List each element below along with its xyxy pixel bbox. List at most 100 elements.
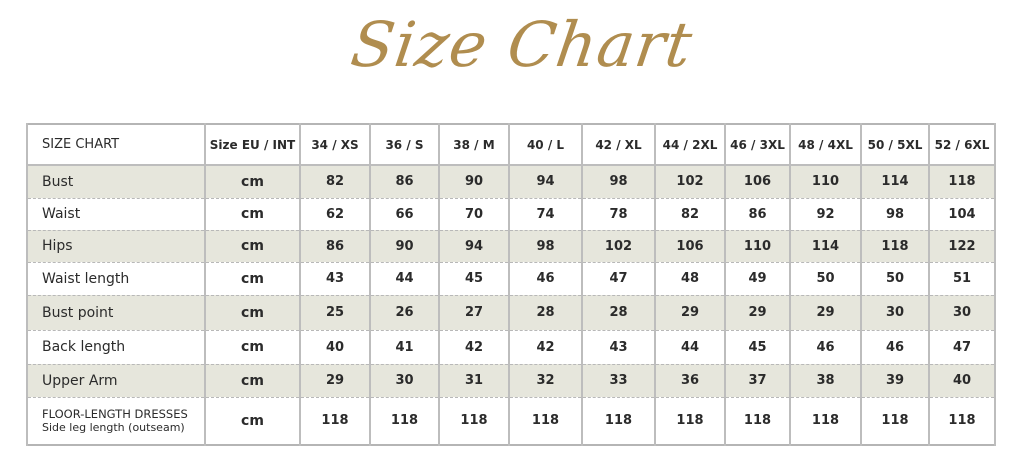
table-cell: 29 <box>654 295 726 331</box>
table-cell: 102 <box>581 230 656 263</box>
table-cell: 106 <box>654 230 726 263</box>
table-row: Waist length cm 43 44 45 46 47 48 49 50 50 51 <box>26 262 996 296</box>
table-row: Upper Arm cm 29 30 31 32 33 36 37 38 39 40 <box>26 364 996 398</box>
header-size: 38 / M <box>438 124 510 166</box>
table-cell: 44 <box>654 330 726 365</box>
table-cell: 45 <box>438 262 510 296</box>
table-cell: 51 <box>928 262 996 296</box>
table-cell: 46 <box>860 330 930 365</box>
table-cell: 30 <box>928 295 996 331</box>
table-cell: 118 <box>369 397 440 445</box>
table-cell: 114 <box>860 165 930 199</box>
header-label: SIZE CHART <box>26 124 206 166</box>
row-unit: cm <box>204 262 301 296</box>
table-cell: 39 <box>860 364 930 398</box>
table-cell: 118 <box>928 165 996 199</box>
row-label: Back length <box>26 330 206 365</box>
size-chart-table: SIZE CHART Size EU / INT 34 / XS 36 / S 38 /… <box>26 123 996 446</box>
table-cell: 44 <box>369 262 440 296</box>
header-size: 48 / 4XL <box>789 124 862 166</box>
table-row: FLOOR-LENGTH DRESSES Side leg length (out… <box>26 397 996 445</box>
row-label: Waist length <box>26 262 206 296</box>
table-cell: 33 <box>581 364 656 398</box>
table-cell: 70 <box>438 198 510 231</box>
table-cell: 29 <box>299 364 371 398</box>
row-label: Bust point <box>26 295 206 331</box>
table-cell: 106 <box>724 165 791 199</box>
table-row: Hips cm 86 90 94 98 102 106 110 114 118 122 <box>26 230 996 263</box>
table-cell: 122 <box>928 230 996 263</box>
row-label: Waist <box>26 198 206 231</box>
table-cell: 27 <box>438 295 510 331</box>
table-cell: 90 <box>438 165 510 199</box>
table-cell: 36 <box>654 364 726 398</box>
table-cell: 86 <box>369 165 440 199</box>
table-cell: 40 <box>928 364 996 398</box>
table-cell: 118 <box>724 397 791 445</box>
table-cell: 38 <box>789 364 862 398</box>
table-cell: 48 <box>654 262 726 296</box>
table-cell: 94 <box>508 165 583 199</box>
table-cell: 102 <box>654 165 726 199</box>
row-label-main: FLOOR-LENGTH DRESSES <box>42 407 188 421</box>
table-cell: 94 <box>438 230 510 263</box>
table-cell: 118 <box>860 397 930 445</box>
table-cell: 92 <box>789 198 862 231</box>
table-cell: 37 <box>724 364 791 398</box>
header-row: SIZE CHART Size EU / INT 34 / XS 36 / S 38 /… <box>26 124 996 166</box>
table-cell: 118 <box>928 397 996 445</box>
header-unit: Size EU / INT <box>204 124 301 166</box>
table-cell: 66 <box>369 198 440 231</box>
table-cell: 43 <box>299 262 371 296</box>
table-cell: 42 <box>508 330 583 365</box>
table-cell: 98 <box>508 230 583 263</box>
table-cell: 90 <box>369 230 440 263</box>
table-cell: 29 <box>789 295 862 331</box>
header-size: 44 / 2XL <box>654 124 726 166</box>
row-unit: cm <box>204 165 301 199</box>
table-row: Waist cm 62 66 70 74 78 82 86 92 98 104 <box>26 198 996 231</box>
row-label: Upper Arm <box>26 364 206 398</box>
table-row: Bust point cm 25 26 27 28 28 29 29 29 30 30 <box>26 295 996 331</box>
table-cell: 47 <box>581 262 656 296</box>
table-cell: 118 <box>654 397 726 445</box>
table-cell: 50 <box>789 262 862 296</box>
table-cell: 42 <box>438 330 510 365</box>
header-size: 46 / 3XL <box>724 124 791 166</box>
table-row: Bust cm 82 86 90 94 98 102 106 110 114 118 <box>26 165 996 199</box>
table-cell: 98 <box>860 198 930 231</box>
table-cell: 31 <box>438 364 510 398</box>
table-cell: 110 <box>789 165 862 199</box>
row-unit: cm <box>204 330 301 365</box>
table-cell: 49 <box>724 262 791 296</box>
table-cell: 29 <box>724 295 791 331</box>
header-size: 36 / S <box>369 124 440 166</box>
table-cell: 43 <box>581 330 656 365</box>
table-cell: 104 <box>928 198 996 231</box>
table-cell: 28 <box>581 295 656 331</box>
table-cell: 118 <box>581 397 656 445</box>
header-size: 34 / XS <box>299 124 371 166</box>
table-cell: 118 <box>508 397 583 445</box>
page-title: Size Chart <box>346 8 698 81</box>
row-unit: cm <box>204 230 301 263</box>
row-label: Hips <box>26 230 206 263</box>
table-cell: 46 <box>508 262 583 296</box>
header-size: 50 / 5XL <box>860 124 930 166</box>
table-row: Back length cm 40 41 42 42 43 44 45 46 46 47 <box>26 330 996 365</box>
table-cell: 86 <box>724 198 791 231</box>
table-cell: 98 <box>581 165 656 199</box>
table-cell: 78 <box>581 198 656 231</box>
table-cell: 82 <box>654 198 726 231</box>
table-cell: 110 <box>724 230 791 263</box>
table-cell: 118 <box>299 397 371 445</box>
header-size: 52 / 6XL <box>928 124 996 166</box>
header-size: 40 / L <box>508 124 583 166</box>
table-cell: 114 <box>789 230 862 263</box>
table-cell: 25 <box>299 295 371 331</box>
header-size: 42 / XL <box>581 124 656 166</box>
table-cell: 82 <box>299 165 371 199</box>
table-cell: 46 <box>789 330 862 365</box>
table-cell: 26 <box>369 295 440 331</box>
table-cell: 118 <box>860 230 930 263</box>
